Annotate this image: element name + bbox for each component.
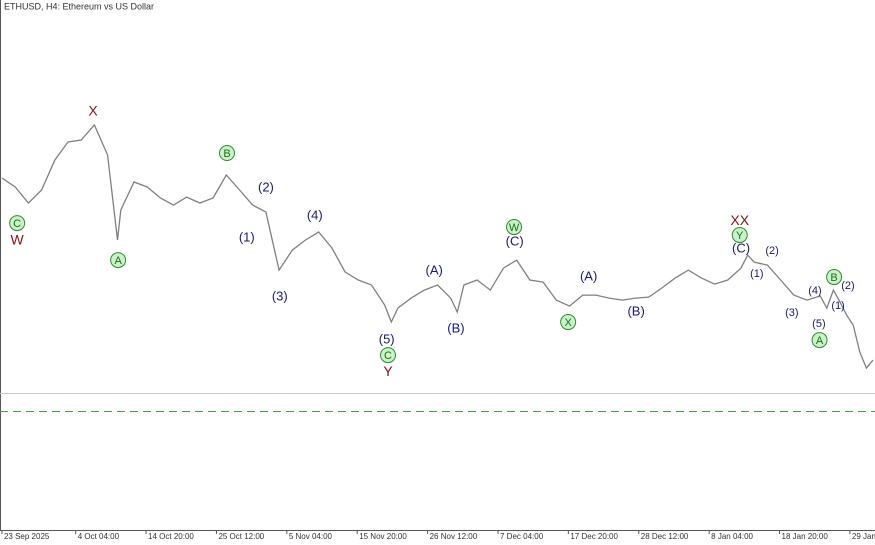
chart-title: ETHUSD, H4: Ethereum vs US Dollar — [4, 1, 154, 11]
wave-label: (C) — [732, 240, 750, 255]
wave-label: B — [223, 148, 230, 160]
x-tick-label: 14 Oct 20:00 — [148, 532, 194, 541]
wave-label: C — [13, 218, 21, 230]
wave-label: (A) — [426, 263, 443, 278]
wave-label: (1) — [239, 229, 255, 244]
wave-circle — [560, 314, 577, 331]
wave-label: C — [384, 350, 392, 362]
x-tick-label: 7 Dec 04:00 — [500, 532, 544, 541]
wave-label: (2) — [765, 245, 778, 257]
wave-label: (3) — [272, 288, 288, 303]
wave-label: (5) — [812, 318, 825, 330]
x-tick-label: 23 Sep 2025 — [4, 532, 50, 541]
wave-label: (1) — [831, 300, 844, 312]
wave-circle — [731, 227, 748, 244]
wave-label: X — [564, 317, 572, 329]
wave-circle — [110, 252, 127, 269]
x-tick-label: 8 Jan 04:00 — [711, 532, 753, 541]
x-tick-label: 26 Nov 12:00 — [430, 532, 478, 541]
x-tick-label: 25 Oct 12:00 — [218, 532, 264, 541]
wave-label: A — [816, 335, 824, 347]
x-tick-label: 28 Dec 12:00 — [641, 532, 689, 541]
wave-label: (B) — [627, 303, 644, 318]
x-tick-label: 17 Dec 20:00 — [570, 532, 618, 541]
wave-label: (2) — [258, 179, 274, 194]
wave-circle — [826, 269, 843, 286]
wave-label: Y — [736, 230, 744, 242]
wave-label: W — [509, 222, 520, 234]
x-tick-label: 29 Jan 12:00 — [852, 532, 875, 541]
wave-label: (4) — [307, 208, 323, 223]
wave-label: (3) — [785, 307, 798, 319]
x-tick-label: 15 Nov 20:00 — [359, 532, 407, 541]
wave-label: XX — [730, 212, 749, 228]
wave-label: A — [114, 255, 122, 267]
wave-label: (5) — [379, 332, 395, 347]
wave-label: (B) — [447, 321, 464, 336]
wave-circle — [9, 215, 26, 232]
x-tick-label: 18 Jan 20:00 — [782, 532, 829, 541]
wave-label: (4) — [808, 285, 821, 297]
x-tick-label: 4 Oct 04:00 — [78, 532, 120, 541]
wave-label: (2) — [841, 280, 854, 292]
wave-label: (A) — [580, 269, 597, 284]
wave-label: X — [88, 103, 98, 119]
wave-label: Y — [383, 363, 393, 379]
wave-circle — [218, 145, 235, 162]
wave-label: B — [830, 272, 837, 284]
price-line — [1, 123, 874, 370]
wave-label: W — [11, 232, 25, 248]
wave-label: (1) — [750, 268, 763, 280]
wave-circle — [811, 332, 828, 349]
wave-circle — [506, 219, 523, 236]
wave-circle — [380, 347, 397, 364]
wave-label: (C) — [506, 234, 524, 249]
x-tick-label: 5 Nov 04:00 — [289, 532, 333, 541]
